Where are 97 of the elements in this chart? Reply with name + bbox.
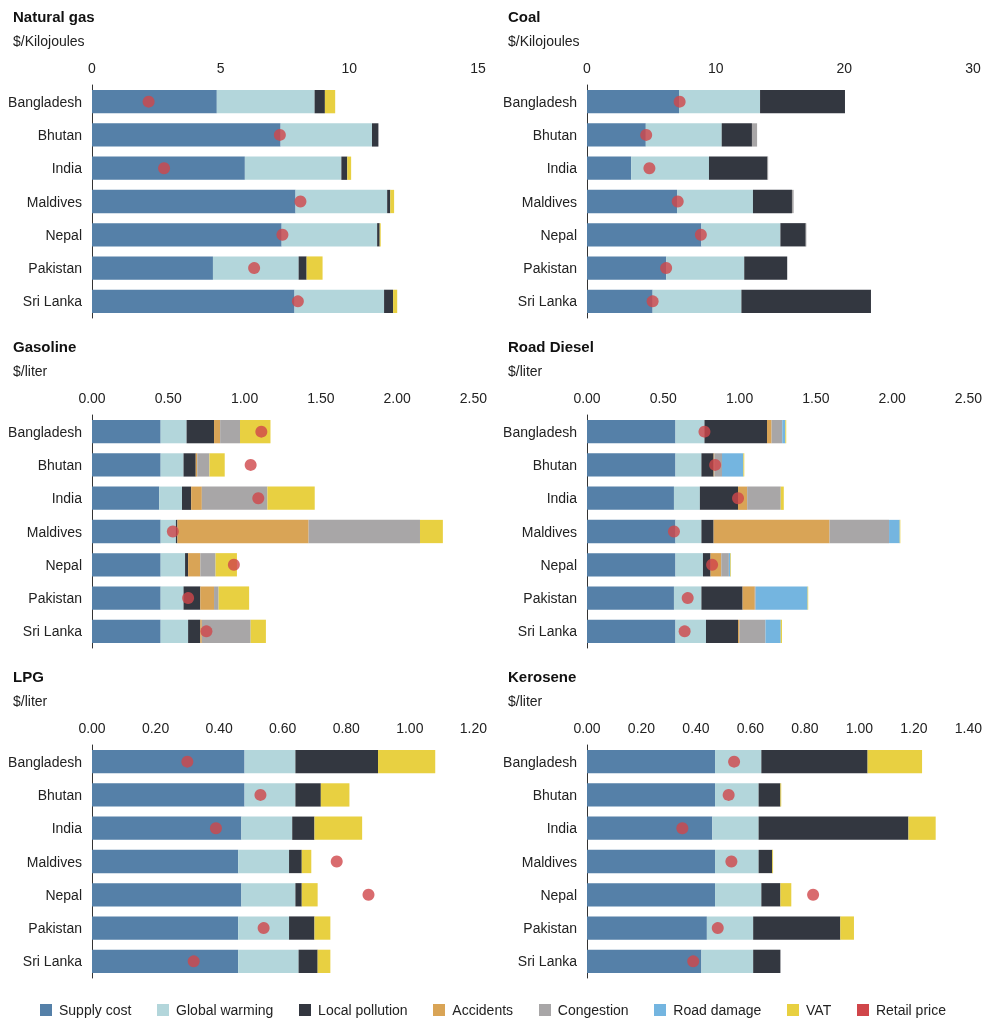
legend-label: Accidents: [452, 1002, 514, 1018]
y-tick-label: Nepal: [540, 226, 577, 243]
y-tick-label: Nepal: [45, 226, 82, 243]
x-axis-title: $/liter: [508, 363, 543, 379]
x-tick-label: 1.00: [396, 720, 424, 736]
y-tick-label: Bhutan: [37, 786, 82, 803]
y-tick-label: Pakistan: [28, 260, 82, 277]
y-tick-label: Bangladesh: [8, 753, 82, 770]
y-tick-label: Pakistan: [523, 920, 577, 937]
chart-title: LPG: [13, 668, 44, 685]
y-tick-label: Bhutan: [37, 126, 82, 143]
x-tick-label: 1.50: [307, 390, 335, 406]
x-tick-label: 5: [216, 60, 225, 76]
x-axis-title: $/liter: [13, 363, 48, 379]
y-tick-label: Pakistan: [523, 590, 577, 607]
x-tick-label: 0.50: [649, 390, 678, 406]
legend-label: Supply cost: [59, 1002, 132, 1018]
y-tick-label: Maldives: [26, 853, 82, 870]
y-tick-label: Bangladesh: [8, 423, 82, 440]
chart-title: Gasoline: [13, 338, 77, 355]
y-tick-label: Nepal: [540, 886, 577, 903]
y-tick-label: Sri Lanka: [517, 293, 578, 310]
x-tick-label: 0.00: [573, 390, 601, 406]
y-tick-label: Maldives: [26, 523, 82, 540]
x-tick-label: 15: [470, 60, 486, 76]
y-tick-label: India: [546, 490, 578, 507]
y-tick-label: Bangladesh: [8, 93, 82, 110]
x-tick-label: 0: [583, 60, 592, 76]
x-tick-label: 0.00: [78, 390, 106, 406]
y-tick-label: Maldives: [521, 853, 577, 870]
y-tick-label: Maldives: [521, 193, 577, 210]
y-tick-label: India: [51, 820, 83, 837]
x-tick-label: 0: [88, 60, 97, 76]
x-axis-title: $/Kilojoules: [13, 33, 85, 49]
y-tick-label: Nepal: [540, 556, 577, 573]
x-tick-label: 0.40: [682, 720, 710, 736]
chart-title: Natural gas: [13, 8, 95, 25]
x-tick-label: 0.80: [332, 720, 361, 736]
x-tick-label: 10: [341, 60, 358, 76]
x-tick-label: 0.60: [736, 720, 765, 736]
y-tick-label: Bangladesh: [503, 423, 577, 440]
legend-label: Road damage: [673, 1002, 762, 1018]
y-tick-label: Pakistan: [28, 590, 82, 607]
x-tick-label: 0.80: [791, 720, 819, 736]
chart-title: Road Diesel: [508, 338, 594, 355]
y-tick-label: Bhutan: [37, 456, 82, 473]
x-tick-label: 2.50: [459, 390, 488, 406]
y-tick-label: Sri Lanka: [22, 953, 83, 970]
y-tick-label: Pakistan: [523, 260, 577, 277]
x-tick-label: 2.50: [954, 390, 983, 406]
y-tick-label: India: [546, 160, 578, 177]
x-tick-label: 1.00: [725, 390, 754, 406]
y-tick-label: Nepal: [45, 556, 82, 573]
x-tick-label: 1.40: [954, 720, 983, 736]
legend-label: Local pollution: [318, 1002, 408, 1018]
y-tick-label: Sri Lanka: [22, 293, 83, 310]
x-tick-label: 1.20: [900, 720, 928, 736]
y-tick-label: Bangladesh: [503, 93, 577, 110]
x-tick-label: 2.00: [878, 390, 906, 406]
legend-label: VAT: [806, 1002, 832, 1018]
y-tick-label: Sri Lanka: [517, 623, 578, 640]
y-tick-label: India: [546, 820, 578, 837]
x-tick-label: 0.50: [154, 390, 183, 406]
legend-label: Congestion: [557, 1002, 629, 1018]
y-tick-label: Sri Lanka: [517, 953, 578, 970]
y-tick-label: Maldives: [26, 193, 82, 210]
y-tick-label: Maldives: [521, 523, 577, 540]
x-tick-label: 0.60: [269, 720, 297, 736]
y-tick-label: Nepal: [45, 886, 82, 903]
x-tick-label: 20: [836, 60, 853, 76]
x-tick-label: 2.00: [383, 390, 411, 406]
x-axis-title: $/Kilojoules: [508, 33, 580, 49]
x-tick-label: 0.00: [78, 720, 106, 736]
x-axis-title: $/liter: [13, 693, 48, 709]
x-tick-label: 0.00: [573, 720, 601, 736]
y-tick-label: Bhutan: [532, 126, 577, 143]
legend-label: Retail price: [875, 1002, 946, 1018]
x-tick-label: 0.20: [141, 720, 170, 736]
y-tick-label: Bangladesh: [503, 753, 577, 770]
x-tick-label: 0.20: [627, 720, 656, 736]
x-tick-label: 10: [707, 60, 724, 76]
y-tick-label: India: [51, 160, 83, 177]
x-axis-title: $/liter: [508, 693, 543, 709]
x-tick-label: 30: [965, 60, 981, 76]
legend-label: Global warming: [176, 1002, 274, 1018]
y-tick-label: India: [51, 490, 83, 507]
chart-title: Coal: [508, 8, 541, 25]
x-tick-label: 1.00: [845, 720, 874, 736]
chart-title: Kerosene: [508, 668, 577, 685]
x-tick-label: 1.50: [802, 390, 830, 406]
y-tick-label: Bhutan: [532, 456, 577, 473]
y-tick-label: Bhutan: [532, 786, 577, 803]
x-tick-label: 1.00: [230, 390, 259, 406]
x-tick-label: 1.20: [459, 720, 488, 736]
x-tick-label: 0.40: [205, 720, 233, 736]
y-tick-label: Sri Lanka: [22, 623, 83, 640]
y-tick-label: Pakistan: [28, 920, 82, 937]
